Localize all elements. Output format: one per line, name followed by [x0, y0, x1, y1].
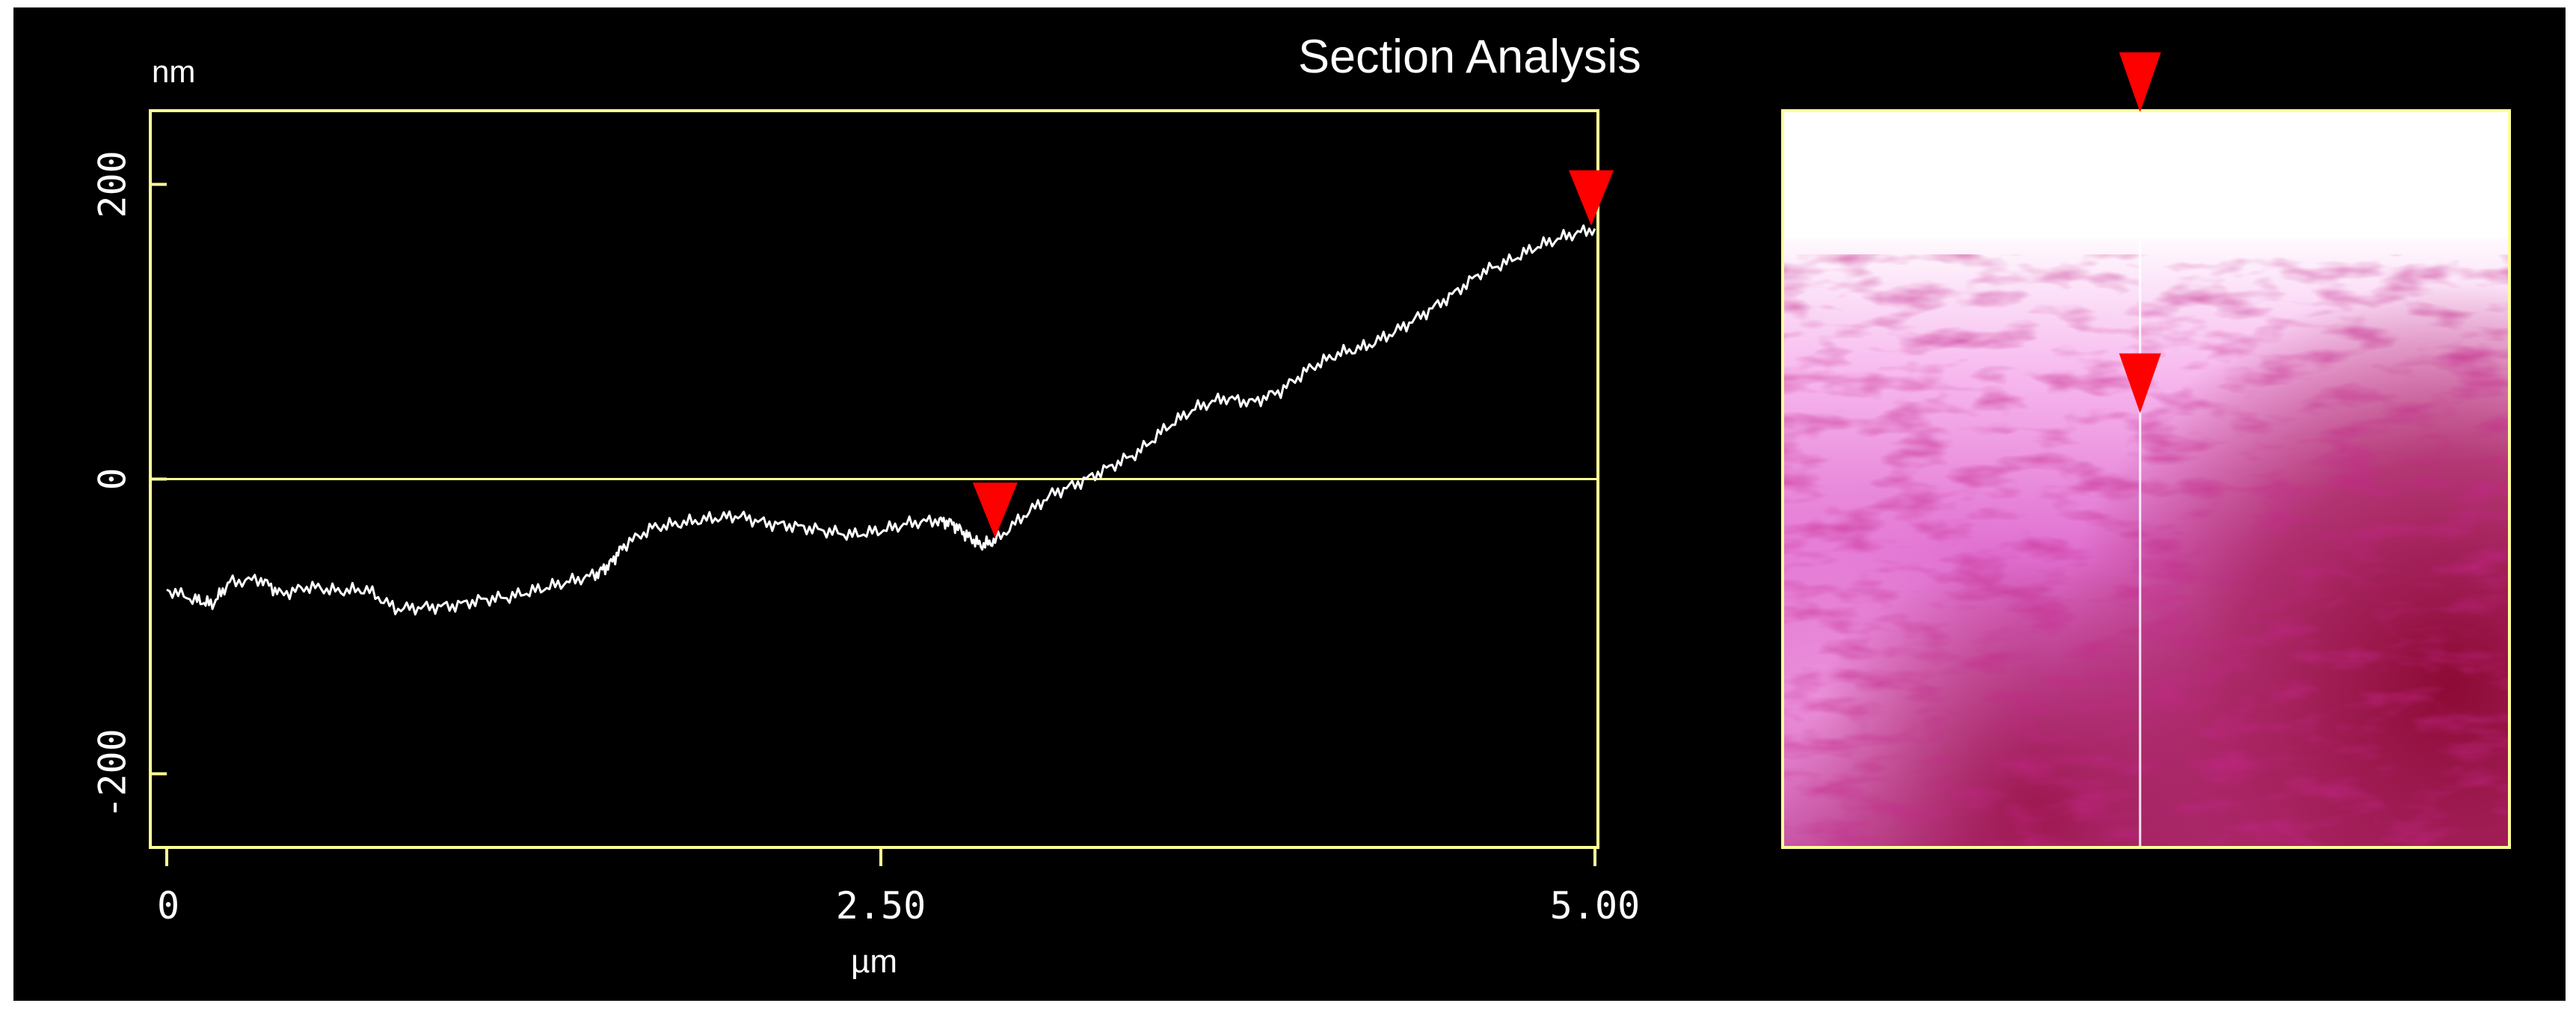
x-axis-ticks: 0 2.50 5.00 — [157, 847, 1640, 927]
cursor-markers — [972, 170, 1614, 539]
line-chart: 200 0 -200 0 2.50 5.00 nm µm — [91, 54, 1641, 980]
panel-title: Section Analysis — [1298, 31, 1641, 83]
y-tick-label: 200 — [91, 150, 135, 218]
profile-trace — [166, 224, 1596, 616]
x-tick-label: 0 — [157, 884, 179, 927]
y-axis-label: nm — [152, 54, 195, 89]
x-tick-label: 2.50 — [836, 884, 926, 927]
x-tick-label: 5.00 — [1550, 884, 1640, 927]
chart-canvas: 200 0 -200 0 2.50 5.00 nm µm — [91, 52, 2511, 980]
section-analysis-panel: Section Analysis — [13, 7, 2566, 1001]
cursor-marker[interactable] — [972, 482, 1018, 539]
y-axis-ticks: 200 0 -200 — [91, 150, 167, 819]
image-top-marker[interactable] — [2119, 52, 2161, 112]
cursor-marker[interactable] — [1569, 170, 1614, 226]
x-axis-label: µm — [851, 943, 897, 980]
y-tick-label: 0 — [91, 467, 135, 490]
image-cursor-markers — [2119, 52, 2161, 414]
y-tick-label: -200 — [91, 729, 135, 818]
afm-height-image — [1781, 52, 2511, 849]
image-mid-marker[interactable] — [2119, 353, 2161, 414]
image-frame — [1781, 109, 2511, 849]
